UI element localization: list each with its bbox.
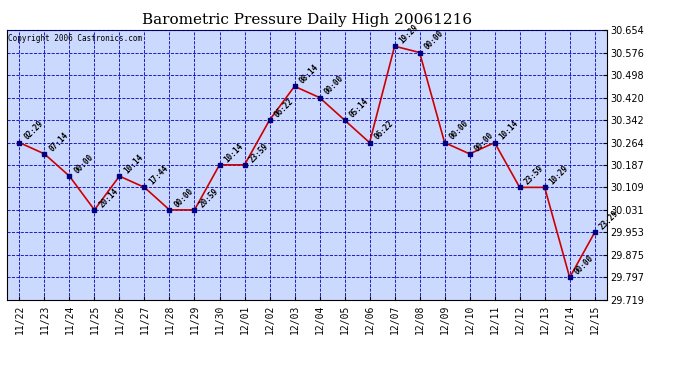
Text: 20:14: 20:14 <box>97 186 120 209</box>
Text: 00:00: 00:00 <box>573 254 595 277</box>
Text: 06:22: 06:22 <box>273 97 295 119</box>
Text: 20:59: 20:59 <box>197 186 220 209</box>
Text: 00:00: 00:00 <box>72 153 95 176</box>
Text: 23:29: 23:29 <box>598 209 620 232</box>
Text: 02:29: 02:29 <box>22 119 45 142</box>
Text: 00:00: 00:00 <box>447 119 470 142</box>
Text: 00:00: 00:00 <box>172 186 195 209</box>
Text: 07:14: 07:14 <box>47 130 70 153</box>
Text: 10:14: 10:14 <box>222 141 245 164</box>
Text: 05:14: 05:14 <box>347 97 370 119</box>
Text: 10:29: 10:29 <box>547 164 570 187</box>
Text: 08:14: 08:14 <box>297 63 320 86</box>
Text: 10:14: 10:14 <box>497 119 520 142</box>
Text: 23:59: 23:59 <box>522 164 545 187</box>
Text: 23:59: 23:59 <box>247 141 270 164</box>
Text: 06:22: 06:22 <box>373 119 395 142</box>
Text: 17:44: 17:44 <box>147 164 170 187</box>
Text: 00:00: 00:00 <box>322 74 345 97</box>
Text: 00:00: 00:00 <box>422 29 445 52</box>
Text: 00:00: 00:00 <box>473 130 495 153</box>
Text: 10:14: 10:14 <box>122 153 145 176</box>
Title: Barometric Pressure Daily High 20061216: Barometric Pressure Daily High 20061216 <box>142 13 472 27</box>
Text: 19:29: 19:29 <box>397 22 420 45</box>
Text: Copyright 2006 Castronics.com: Copyright 2006 Castronics.com <box>8 34 142 43</box>
